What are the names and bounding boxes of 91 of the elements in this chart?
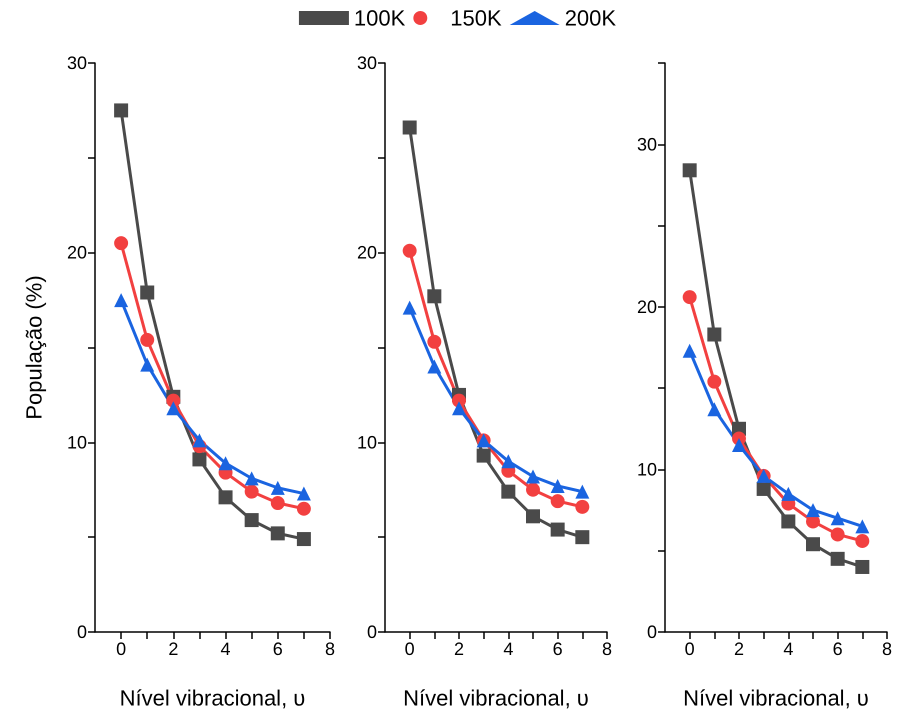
point — [476, 448, 491, 463]
point — [756, 482, 771, 496]
point — [296, 532, 311, 546]
point — [526, 509, 540, 524]
point — [296, 502, 311, 516]
point — [830, 527, 845, 542]
point — [501, 454, 516, 468]
point — [244, 513, 259, 528]
point — [855, 534, 870, 548]
x-axis-title: Nível vibracional, υ — [120, 686, 306, 710]
legend-label: 150K — [450, 6, 502, 30]
point — [140, 358, 154, 372]
point — [707, 327, 722, 342]
x-tick-label: 0 — [404, 639, 415, 659]
point — [707, 402, 722, 416]
point — [781, 514, 796, 528]
point — [452, 401, 466, 416]
point — [402, 244, 417, 258]
y-tick-label: 0 — [76, 622, 87, 642]
x-tick-label: 8 — [882, 639, 892, 659]
point — [526, 469, 540, 484]
point — [114, 293, 128, 308]
x-tick-label: 4 — [503, 639, 514, 659]
point — [550, 478, 565, 493]
point — [830, 511, 845, 526]
y-tick-label: 30 — [356, 53, 377, 73]
point — [427, 359, 442, 374]
point — [682, 290, 697, 304]
y-tick-label: 0 — [366, 622, 377, 642]
point — [575, 500, 590, 514]
point — [140, 285, 154, 300]
point — [244, 484, 259, 499]
point — [140, 332, 154, 347]
point — [402, 120, 417, 134]
point — [270, 526, 285, 540]
point — [114, 103, 128, 118]
point — [218, 456, 233, 470]
point — [682, 344, 697, 358]
y-tick-label: 10 — [356, 432, 377, 452]
point — [806, 503, 820, 518]
point — [501, 484, 516, 499]
x-tick-label: 0 — [684, 639, 695, 659]
x-tick-label: 0 — [116, 639, 126, 659]
x-tick-label: 2 — [168, 639, 178, 659]
x-tick-label: 8 — [602, 639, 612, 659]
legend-label: 200K — [564, 6, 616, 30]
x-tick-label: 2 — [454, 639, 464, 659]
point — [781, 486, 796, 501]
point — [270, 480, 285, 495]
point — [526, 482, 540, 497]
point — [855, 560, 870, 574]
point — [218, 490, 233, 504]
y-tick-label: 30 — [636, 134, 657, 154]
point — [682, 163, 697, 178]
y-tick-label: 20 — [356, 242, 377, 263]
point — [550, 494, 565, 508]
x-axis-title: Nível vibracional, υ — [403, 686, 589, 710]
y-tick-label: 20 — [636, 296, 657, 317]
x-tick-label: 6 — [272, 639, 283, 659]
x-tick-label: 6 — [552, 639, 563, 659]
point — [550, 522, 565, 537]
point — [296, 486, 311, 501]
y-tick-label: 30 — [66, 53, 87, 73]
point — [192, 433, 206, 448]
x-tick-label: 2 — [734, 639, 744, 659]
point — [270, 496, 285, 510]
point — [114, 236, 128, 250]
point — [806, 537, 820, 552]
point — [402, 300, 417, 315]
point — [855, 519, 870, 534]
x-tick-label: 8 — [324, 639, 336, 659]
point — [707, 374, 722, 389]
point — [575, 484, 590, 499]
point — [192, 452, 206, 466]
point — [830, 552, 845, 566]
point — [166, 401, 180, 416]
x-tick-label: 6 — [832, 639, 843, 659]
legend-label: 100K — [354, 6, 406, 30]
y-tick-label: 10 — [66, 432, 87, 452]
y-tick-label: 10 — [636, 459, 657, 480]
y-axis-title: População (%) — [22, 275, 46, 420]
point — [244, 471, 259, 486]
x-tick-label: 4 — [783, 639, 794, 659]
point — [427, 289, 442, 304]
point — [732, 438, 746, 452]
x-tick-label: 4 — [220, 639, 231, 659]
x-axis-title: Nível vibracional, υ — [683, 686, 869, 710]
point — [427, 334, 442, 349]
y-tick-label: 0 — [646, 622, 657, 642]
point — [575, 530, 590, 544]
y-tick-label: 20 — [66, 242, 87, 263]
